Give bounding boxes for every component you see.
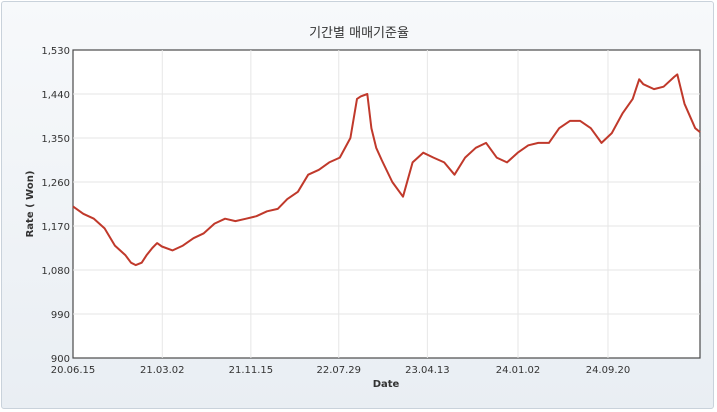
series-line bbox=[72, 73, 701, 267]
y-tick-label: 1,080 bbox=[41, 266, 70, 277]
y-tick-label: 1,260 bbox=[41, 178, 70, 189]
x-axis-ticks: 20.06.15 21.03.02 21.11.15 22.07.29 23.04.13… bbox=[51, 365, 631, 376]
x-tick-label: 22.07.29 bbox=[317, 365, 362, 376]
x-axis-label: Date bbox=[373, 379, 400, 390]
y-tick-label: 1,440 bbox=[41, 90, 70, 101]
grid bbox=[73, 50, 700, 358]
y-tick-label: 990 bbox=[51, 310, 70, 321]
x-tick-label: 24.09.20 bbox=[586, 365, 631, 376]
y-tick-label: 1,530 bbox=[41, 46, 70, 57]
x-tick-label: 20.06.15 bbox=[51, 365, 96, 376]
y-tick-label: 900 bbox=[51, 354, 70, 365]
plot-area bbox=[72, 49, 701, 359]
y-axis-ticks: 900 990 1,080 1,170 1,260 1,350 1,440 1,530 bbox=[41, 46, 70, 365]
chart-title: 기간별 매매기준율 bbox=[309, 26, 409, 41]
x-tick-label: 23.04.13 bbox=[405, 365, 450, 376]
x-tick-label: 21.11.15 bbox=[229, 365, 274, 376]
y-tick-label: 1,350 bbox=[41, 134, 70, 145]
y-axis-label: Rate ( Won) bbox=[25, 171, 36, 238]
x-tick-label: 24.01.02 bbox=[496, 365, 541, 376]
series-layer bbox=[72, 73, 701, 267]
x-tick-label: 21.03.02 bbox=[140, 365, 185, 376]
y-tick-label: 1,170 bbox=[41, 222, 70, 233]
